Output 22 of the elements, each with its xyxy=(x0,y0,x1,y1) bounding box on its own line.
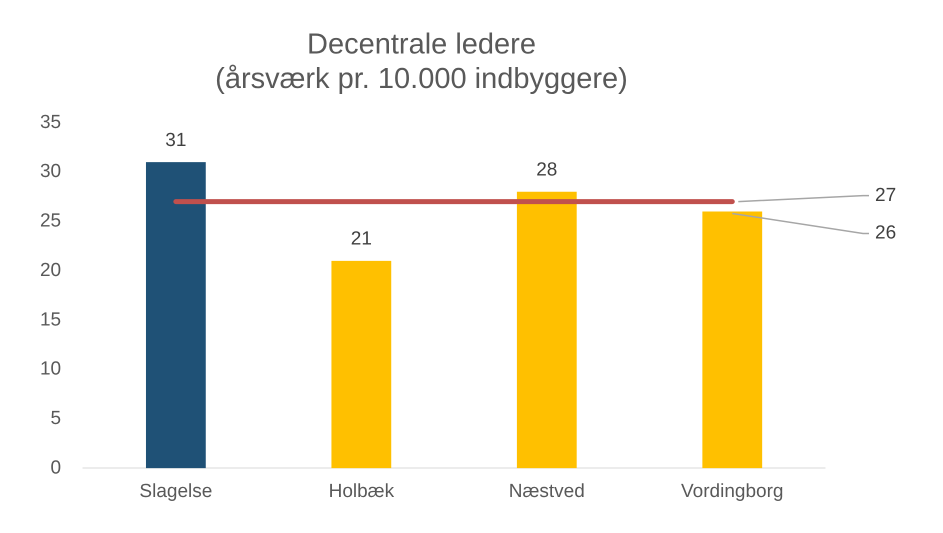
y-tick-label: 30 xyxy=(40,161,62,182)
y-tick-label: 35 xyxy=(40,112,62,133)
data-label: 27 xyxy=(875,184,896,206)
x-tick-label: Holbæk xyxy=(328,480,395,502)
chart-title: Decentrale ledere (årsværk pr. 10.000 indbyggere) xyxy=(215,28,628,96)
x-tick-label: Næstved xyxy=(508,480,585,502)
data-label: 31 xyxy=(165,130,186,151)
bar xyxy=(702,211,762,468)
data-label: 28 xyxy=(536,159,558,180)
data-label: 21 xyxy=(350,228,372,250)
y-tick-label: 5 xyxy=(50,408,62,430)
y-tick-label: 10 xyxy=(40,358,62,380)
x-tick-label: Slagelse xyxy=(139,480,212,502)
data-label: 26 xyxy=(875,222,896,244)
y-tick-label: 20 xyxy=(40,260,62,281)
x-tick-label: Vordingborg xyxy=(681,480,784,502)
bar xyxy=(516,192,577,468)
y-tick-label: 15 xyxy=(40,309,62,330)
y-tick-label: 25 xyxy=(40,210,62,232)
y-tick-label: 0 xyxy=(50,457,62,478)
bar xyxy=(146,162,206,468)
bar xyxy=(331,260,392,468)
